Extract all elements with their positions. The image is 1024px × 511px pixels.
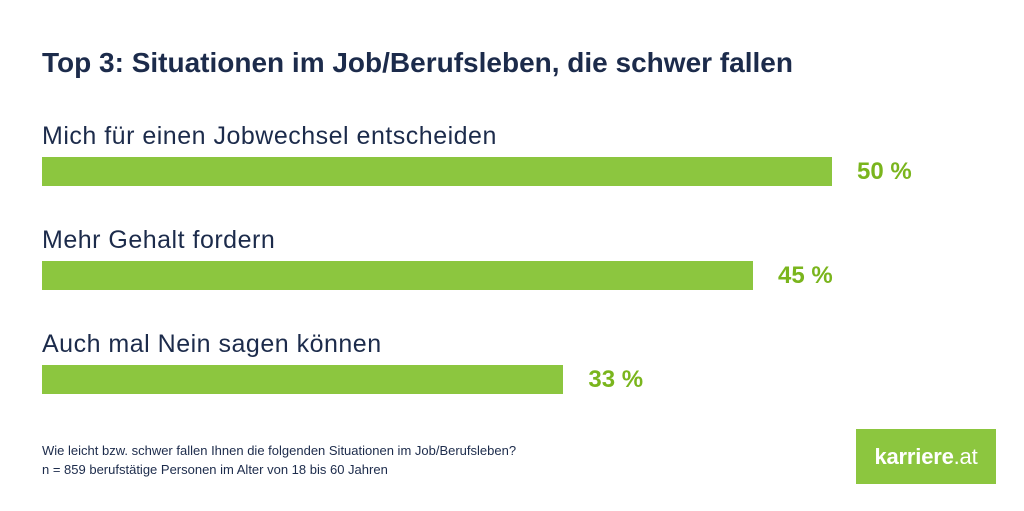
bar-jobwechsel xyxy=(42,157,832,186)
value-label-gehalt: 45 % xyxy=(778,262,833,289)
footnote-question: Wie leicht bzw. schwer fallen Ihnen die … xyxy=(42,443,517,458)
value-label-nein-sagen: 33 % xyxy=(588,366,644,393)
footnote: Wie leicht bzw. schwer fallen Ihnen die … xyxy=(42,441,516,479)
bar-row-gehalt: Mehr Gehalt fordern 45 % xyxy=(42,225,982,297)
value-label-jobwechsel: 50 % xyxy=(857,158,912,185)
category-label-gehalt: Mehr Gehalt fordern xyxy=(42,226,276,254)
logo-wordmark: karriere xyxy=(874,443,954,469)
footnote-sample: n = 859 berufstätige Personen im Alter v… xyxy=(42,462,388,477)
bar-gehalt xyxy=(42,261,753,290)
bar-row-nein-sagen: Auch mal Nein sagen können 33 % xyxy=(42,329,982,401)
chart-title: Top 3: Situationen im Job/Berufsleben, d… xyxy=(42,47,793,78)
karriere-logo: karriere .at xyxy=(856,429,996,484)
category-label-jobwechsel: Mich für einen Jobwechsel entscheiden xyxy=(42,122,497,150)
bar-row-jobwechsel: Mich für einen Jobwechsel entscheiden 50… xyxy=(42,121,982,193)
logo-wordmark-suffix: .at xyxy=(953,443,978,469)
category-label-nein-sagen: Auch mal Nein sagen können xyxy=(42,330,382,358)
bar-nein-sagen xyxy=(42,365,564,394)
